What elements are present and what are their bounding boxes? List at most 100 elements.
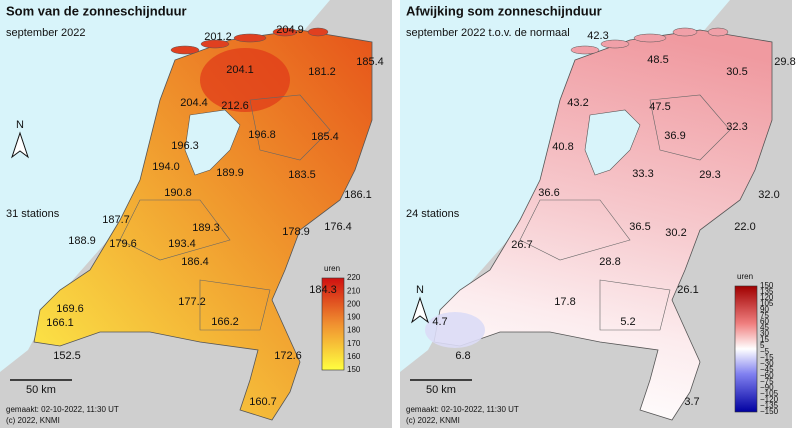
station-value: 190.8: [164, 187, 192, 199]
legend-tick: 60: [760, 317, 769, 326]
legend-tick: 135: [760, 287, 774, 296]
station-value: 196.8: [248, 129, 276, 141]
north-label: N: [16, 119, 24, 131]
station-value: 30.2: [665, 227, 686, 239]
station-value: 172.6: [274, 350, 302, 362]
station-value: 36.6: [538, 187, 559, 199]
legend-tick: 105: [760, 299, 774, 308]
panel-subtitle: september 2022: [6, 27, 86, 39]
panel-subtitle: september 2022 t.o.v. de normaal: [406, 27, 570, 39]
legend-tick: 220: [347, 273, 361, 282]
legend-tick: −60: [760, 371, 774, 380]
station-value: 29.8: [774, 56, 795, 68]
ijsselmeer: [184, 109, 241, 176]
station-value: 186.4: [181, 256, 209, 268]
legend-tick: −30: [760, 359, 774, 368]
map-panel: Som van de zonneschijnduur september 2022…: [0, 0, 392, 428]
legend-tick: −120: [760, 395, 779, 404]
station-value: 169.6: [56, 303, 84, 315]
station-value: 188.9: [68, 235, 96, 247]
station-value: 178.9: [282, 226, 310, 238]
province-border: [599, 279, 671, 331]
station-value: 185.4: [356, 56, 384, 68]
station-value: 40.8: [552, 141, 573, 153]
legend-bar: [734, 285, 758, 413]
station-value: 201.2: [204, 31, 232, 43]
wadden-island: [170, 45, 200, 55]
station-value: 30.5: [726, 66, 747, 78]
station-value: 22.0: [734, 221, 755, 233]
station-value: 189.9: [216, 167, 244, 179]
station-value: 186.1: [344, 189, 372, 201]
legend-tick: −75: [760, 377, 774, 386]
province-border: [649, 94, 731, 161]
station-value: 204.1: [226, 64, 254, 76]
legend-tick: −90: [760, 383, 774, 392]
legend-tick: 190: [347, 313, 361, 322]
scale-label: 50 km: [426, 384, 456, 396]
legend-unit: uren: [737, 272, 753, 281]
netherlands: [433, 29, 773, 421]
legend-tick: 160: [347, 352, 361, 361]
station-value: 212.6: [221, 100, 249, 112]
station-value: 4.7: [432, 316, 447, 328]
station-value: 204.9: [276, 24, 304, 36]
station-value: 181.2: [308, 66, 336, 78]
netherlands: [33, 29, 373, 421]
wadden-island: [200, 39, 230, 49]
wadden-island: [672, 27, 698, 37]
legend-tick: −135: [760, 401, 779, 410]
north-arrow: [11, 131, 29, 159]
station-value: 36.9: [664, 130, 685, 142]
station-value: 184.3: [309, 284, 337, 296]
station-value: 42.3: [587, 30, 608, 42]
station-value: 160.7: [249, 396, 277, 408]
station-value: 176.4: [324, 221, 352, 233]
station-value: 29.3: [699, 169, 720, 181]
wadden-island: [600, 39, 630, 49]
scale-label: 50 km: [26, 384, 56, 396]
station-count: 31 stations: [6, 208, 60, 220]
min-zone: [425, 312, 485, 348]
north-label: N: [416, 284, 424, 296]
wadden-island: [272, 27, 298, 37]
legend-tick: −105: [760, 389, 779, 398]
legend-tick: 120: [760, 293, 774, 302]
wadden-island: [570, 45, 600, 55]
legend-tick: 150: [760, 281, 774, 290]
legend-tick: −150: [760, 407, 779, 416]
station-value: 28.8: [599, 256, 620, 268]
station-value: 26.1: [677, 284, 698, 296]
station-value: 179.6: [109, 238, 137, 250]
station-value: 204.4: [180, 97, 208, 109]
wadden-island: [307, 27, 329, 37]
legend-bar: [321, 277, 345, 371]
station-value: 185.4: [311, 131, 339, 143]
province-border: [199, 279, 271, 331]
legend-tick: 180: [347, 326, 361, 335]
station-value: 33.3: [632, 168, 653, 180]
station-value: 48.5: [647, 54, 668, 66]
map-panel: Afwijking som zonneschijnduur september 2…: [400, 0, 796, 428]
legend-unit: uren: [324, 264, 340, 273]
station-value: 183.5: [288, 169, 316, 181]
footer: gemaakt: 02-10-2022, 11:30 UT: [6, 405, 119, 414]
max-zone: [200, 48, 290, 112]
station-count: 24 stations: [406, 208, 460, 220]
station-value: 26.7: [511, 239, 532, 251]
station-value: 196.3: [171, 140, 199, 152]
wadden-island: [233, 33, 267, 43]
province-border: [249, 94, 331, 161]
station-value: 47.5: [649, 101, 670, 113]
station-value: 194.0: [152, 161, 180, 173]
province-border: [119, 199, 231, 261]
footer: (c) 2022, KNMI: [406, 416, 460, 425]
footer: (c) 2022, KNMI: [6, 416, 60, 425]
station-value: 166.1: [46, 317, 74, 329]
station-value: 32.3: [726, 121, 747, 133]
station-value: 187.7: [102, 214, 130, 226]
station-value: 3.7: [684, 396, 699, 408]
ijsselmeer: [584, 109, 641, 176]
station-value: 17.8: [554, 296, 575, 308]
